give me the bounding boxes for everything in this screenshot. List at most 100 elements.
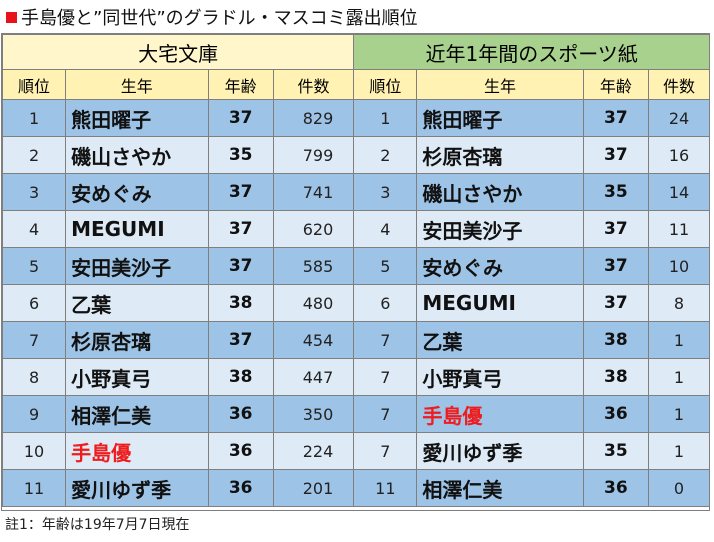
right-age-cell: 37 [582, 284, 650, 322]
left-rank-cell: 5 [1, 247, 67, 285]
left-rank-cell: 4 [1, 210, 67, 248]
ranking-table-body: 1 熊田曜子 37 829 1 熊田曜子 37 24 2 磯山さやか 35 799 2 杉原杏璃 37 16 3… [1, 99, 710, 507]
right-rank-cell: 7 [353, 432, 418, 470]
right-count-cell: 1 [648, 321, 710, 359]
right-rank-cell: 6 [353, 284, 418, 322]
left-count-cell: 224 [272, 432, 355, 470]
right-name-cell: 熊田曜子 [416, 99, 584, 137]
right-col-name: 生年 [416, 69, 584, 100]
right-count-cell: 14 [648, 173, 710, 211]
left-count-cell: 799 [272, 136, 355, 174]
red-square-icon [6, 11, 17, 23]
right-age-cell: 35 [582, 432, 650, 470]
right-rank-cell: 5 [353, 247, 418, 285]
right-age-cell: 38 [582, 321, 650, 359]
left-rank-cell: 3 [1, 173, 67, 211]
right-name-cell: MEGUMI [416, 284, 584, 322]
left-age-cell: 37 [207, 99, 274, 137]
left-rank-cell: 9 [1, 395, 67, 433]
right-count-cell: 8 [648, 284, 710, 322]
left-count-cell: 454 [272, 321, 355, 359]
left-name-cell: 手島優 [65, 432, 209, 470]
left-col-rank: 順位 [1, 69, 67, 100]
left-rank-cell: 1 [1, 99, 67, 137]
right-count-cell: 11 [648, 210, 710, 248]
table-row: 10 手島優 36 224 7 愛川ゆず季 35 1 [1, 432, 710, 470]
left-section-header: 大宅文庫 [1, 34, 355, 70]
left-name-cell: MEGUMI [65, 210, 209, 248]
left-col-age: 年齢 [207, 69, 274, 100]
table-row: 1 熊田曜子 37 829 1 熊田曜子 37 24 [1, 99, 710, 137]
left-name-cell: 安めぐみ [65, 173, 209, 211]
left-name-cell: 小野真弓 [65, 358, 209, 396]
column-header-row: 順位 生年 年齢 件数 順位 生年 年齢 件数 [1, 69, 710, 100]
right-name-cell: 手島優 [416, 395, 584, 433]
right-name-cell: 相澤仁美 [416, 469, 584, 507]
table-row: 5 安田美沙子 37 585 5 安めぐみ 37 10 [1, 247, 710, 285]
right-name-cell: 乙葉 [416, 321, 584, 359]
right-rank-cell: 4 [353, 210, 418, 248]
left-age-cell: 36 [207, 469, 274, 507]
right-age-cell: 36 [582, 395, 650, 433]
page-title-text: 手島優と”同世代”のグラドル・マスコミ露出順位 [21, 8, 418, 29]
left-age-cell: 36 [207, 395, 274, 433]
right-age-cell: 37 [582, 136, 650, 174]
left-age-cell: 37 [207, 210, 274, 248]
left-rank-cell: 8 [1, 358, 67, 396]
page-title: 手島優と”同世代”のグラドル・マスコミ露出順位 [4, 3, 418, 31]
right-rank-cell: 7 [353, 358, 418, 396]
table-row: 3 安めぐみ 37 741 3 磯山さやか 35 14 [1, 173, 710, 211]
left-rank-cell: 11 [1, 469, 67, 507]
right-age-cell: 37 [582, 210, 650, 248]
left-name-cell: 乙葉 [65, 284, 209, 322]
left-col-name: 生年 [65, 69, 209, 100]
left-name-cell: 安田美沙子 [65, 247, 209, 285]
right-rank-cell: 3 [353, 173, 418, 211]
right-count-cell: 16 [648, 136, 710, 174]
ranking-table: 大宅文庫 近年1年間のスポーツ紙 順位 生年 年齢 件数 順位 生年 年齢 件数… [1, 34, 710, 507]
right-col-age: 年齢 [582, 69, 650, 100]
left-name-cell: 愛川ゆず季 [65, 469, 209, 507]
right-name-cell: 磯山さやか [416, 173, 584, 211]
right-col-rank: 順位 [353, 69, 418, 100]
left-count-cell: 480 [272, 284, 355, 322]
left-age-cell: 38 [207, 284, 274, 322]
section-header-row: 大宅文庫 近年1年間のスポーツ紙 [1, 34, 710, 70]
right-rank-cell: 11 [353, 469, 418, 507]
left-rank-cell: 7 [1, 321, 67, 359]
right-col-count: 件数 [648, 69, 710, 100]
right-name-cell: 安田美沙子 [416, 210, 584, 248]
left-name-cell: 杉原杏璃 [65, 321, 209, 359]
left-age-cell: 35 [207, 136, 274, 174]
right-age-cell: 37 [582, 247, 650, 285]
left-name-cell: 熊田曜子 [65, 99, 209, 137]
right-count-cell: 0 [648, 469, 710, 507]
left-count-cell: 447 [272, 358, 355, 396]
right-age-cell: 38 [582, 358, 650, 396]
right-rank-cell: 2 [353, 136, 418, 174]
right-count-cell: 10 [648, 247, 710, 285]
left-rank-cell: 6 [1, 284, 67, 322]
footnote: 註1：年齢は19年7月7日現在 [5, 517, 190, 533]
left-name-cell: 相澤仁美 [65, 395, 209, 433]
left-count-cell: 585 [272, 247, 355, 285]
right-count-cell: 1 [648, 358, 710, 396]
table-row: 2 磯山さやか 35 799 2 杉原杏璃 37 16 [1, 136, 710, 174]
left-col-count: 件数 [272, 69, 355, 100]
table-row: 8 小野真弓 38 447 7 小野真弓 38 1 [1, 358, 710, 396]
right-name-cell: 安めぐみ [416, 247, 584, 285]
left-age-cell: 36 [207, 432, 274, 470]
right-name-cell: 杉原杏璃 [416, 136, 584, 174]
right-rank-cell: 1 [353, 99, 418, 137]
left-age-cell: 37 [207, 321, 274, 359]
right-age-cell: 35 [582, 173, 650, 211]
right-rank-cell: 7 [353, 395, 418, 433]
right-count-cell: 24 [648, 99, 710, 137]
left-count-cell: 350 [272, 395, 355, 433]
right-name-cell: 愛川ゆず季 [416, 432, 584, 470]
left-count-cell: 829 [272, 99, 355, 137]
left-age-cell: 37 [207, 247, 274, 285]
right-age-cell: 37 [582, 99, 650, 137]
table-row: 9 相澤仁美 36 350 7 手島優 36 1 [1, 395, 710, 433]
left-rank-cell: 2 [1, 136, 67, 174]
